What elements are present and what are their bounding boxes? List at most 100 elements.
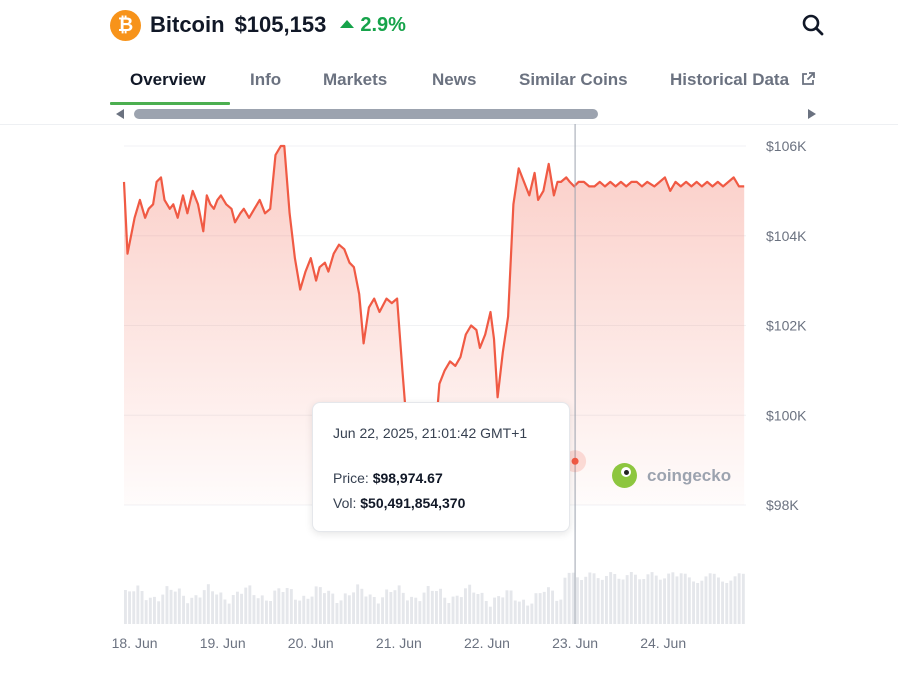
volume-bar bbox=[240, 593, 243, 624]
header-divider bbox=[0, 124, 898, 125]
volume-bar bbox=[410, 596, 413, 624]
volume-bar bbox=[642, 579, 646, 624]
volume-bar bbox=[476, 594, 480, 624]
volume-bar bbox=[406, 600, 409, 624]
volume-bar bbox=[252, 595, 256, 624]
volume-bar bbox=[186, 603, 190, 624]
scrollbar-thumb[interactable] bbox=[134, 109, 598, 119]
volume-bar bbox=[347, 595, 351, 624]
tab-scrollbar bbox=[110, 104, 825, 124]
volume-bar bbox=[397, 585, 401, 624]
volume-bar bbox=[530, 603, 534, 624]
volume-bar bbox=[244, 587, 248, 624]
volume-bar bbox=[177, 588, 181, 624]
tooltip-price-value: $98,974.67 bbox=[372, 470, 443, 486]
bitcoin-icon: ₿ bbox=[110, 9, 141, 41]
volume-bar bbox=[625, 575, 629, 624]
volume-bar bbox=[658, 579, 662, 624]
volume-bar bbox=[385, 589, 389, 624]
volume-bar bbox=[696, 583, 700, 624]
external-link-icon bbox=[801, 72, 815, 85]
coin-name: Bitcoin bbox=[150, 12, 225, 37]
volume-bar bbox=[273, 590, 277, 624]
volume-bar bbox=[522, 599, 525, 624]
volume-bar bbox=[314, 586, 318, 624]
up-arrow-icon bbox=[340, 20, 355, 28]
scroll-right-arrow-icon[interactable] bbox=[808, 109, 816, 119]
x-tick-label: 23. Jun bbox=[552, 635, 598, 651]
volume-bar bbox=[605, 576, 608, 624]
volume-bar bbox=[600, 579, 604, 624]
volume-bar bbox=[231, 595, 235, 624]
volume-bar bbox=[646, 574, 650, 624]
tooltip-price-label: Price: bbox=[333, 470, 369, 486]
volume-bar bbox=[650, 572, 654, 624]
volume-bar bbox=[675, 576, 679, 624]
volume-bar bbox=[733, 576, 737, 624]
volume-bar bbox=[538, 593, 542, 624]
volume-bar bbox=[493, 597, 496, 624]
y-tick-label: $98K bbox=[766, 497, 799, 513]
volume-bar bbox=[737, 573, 741, 624]
volume-bar bbox=[505, 590, 509, 624]
volume-bar bbox=[501, 597, 505, 624]
volume-bar bbox=[596, 578, 600, 624]
search-icon[interactable] bbox=[800, 12, 826, 38]
volume-bar bbox=[663, 578, 666, 624]
volume-bar bbox=[277, 588, 281, 624]
volume-bar bbox=[323, 593, 326, 624]
volume-bar bbox=[509, 590, 513, 624]
volume-bar bbox=[198, 597, 202, 624]
volume-bar bbox=[617, 578, 621, 624]
volume-bar bbox=[547, 587, 550, 624]
volume-bar bbox=[148, 597, 152, 624]
volume-bar bbox=[721, 581, 724, 624]
volume-bar bbox=[211, 591, 214, 624]
volume-bar bbox=[687, 577, 691, 624]
volume-bar bbox=[717, 577, 720, 624]
volume-bar bbox=[124, 590, 127, 624]
volume-bar bbox=[265, 600, 268, 624]
active-tab-indicator bbox=[110, 102, 230, 105]
volume-bar bbox=[592, 573, 596, 624]
volume-bar bbox=[534, 593, 538, 624]
x-tick-label: 21. Jun bbox=[376, 635, 422, 651]
tab-historical-data[interactable]: Historical Data bbox=[670, 70, 816, 90]
volume-bar bbox=[360, 588, 364, 624]
scroll-left-arrow-icon[interactable] bbox=[116, 109, 124, 119]
volume-bar bbox=[613, 574, 617, 624]
tab-info[interactable]: Info bbox=[250, 70, 282, 89]
volume-bar bbox=[559, 599, 563, 624]
tab-similar-coins[interactable]: Similar Coins bbox=[519, 70, 628, 89]
volume-bar bbox=[285, 588, 289, 624]
volume-bar bbox=[173, 591, 177, 624]
volume-bar bbox=[206, 584, 210, 624]
tab-overview[interactable]: Overview bbox=[130, 70, 206, 89]
volume-bar bbox=[372, 597, 376, 624]
volume-bar bbox=[455, 595, 459, 624]
volume-bar bbox=[327, 590, 331, 624]
tooltip-volume: Vol: $50,491,854,370 bbox=[333, 495, 465, 511]
tab-markets[interactable]: Markets bbox=[323, 70, 388, 89]
volume-bar bbox=[169, 589, 173, 624]
volume-bar bbox=[472, 592, 476, 624]
volume-bar bbox=[459, 597, 463, 624]
volume-bar bbox=[609, 572, 613, 624]
volume-bar bbox=[389, 592, 393, 624]
tab-news[interactable]: News bbox=[432, 70, 477, 89]
volume-bar bbox=[480, 592, 484, 624]
volume-bar bbox=[542, 591, 546, 624]
volume-bar bbox=[302, 595, 306, 624]
volume-bar bbox=[331, 593, 335, 624]
volume-bar bbox=[140, 591, 144, 624]
volume-bar bbox=[144, 600, 148, 624]
price-change-value: 2.9% bbox=[360, 13, 406, 36]
volume-bar bbox=[634, 574, 637, 624]
volume-bar bbox=[708, 573, 712, 624]
volume-bar bbox=[621, 579, 625, 624]
volume-bar bbox=[484, 601, 488, 624]
volume-bar bbox=[447, 603, 451, 624]
x-axis-labels: 18. Jun 19. Jun 20. Jun 21. Jun 22. Jun 23. J… bbox=[112, 635, 687, 651]
volume-bar bbox=[513, 600, 517, 624]
